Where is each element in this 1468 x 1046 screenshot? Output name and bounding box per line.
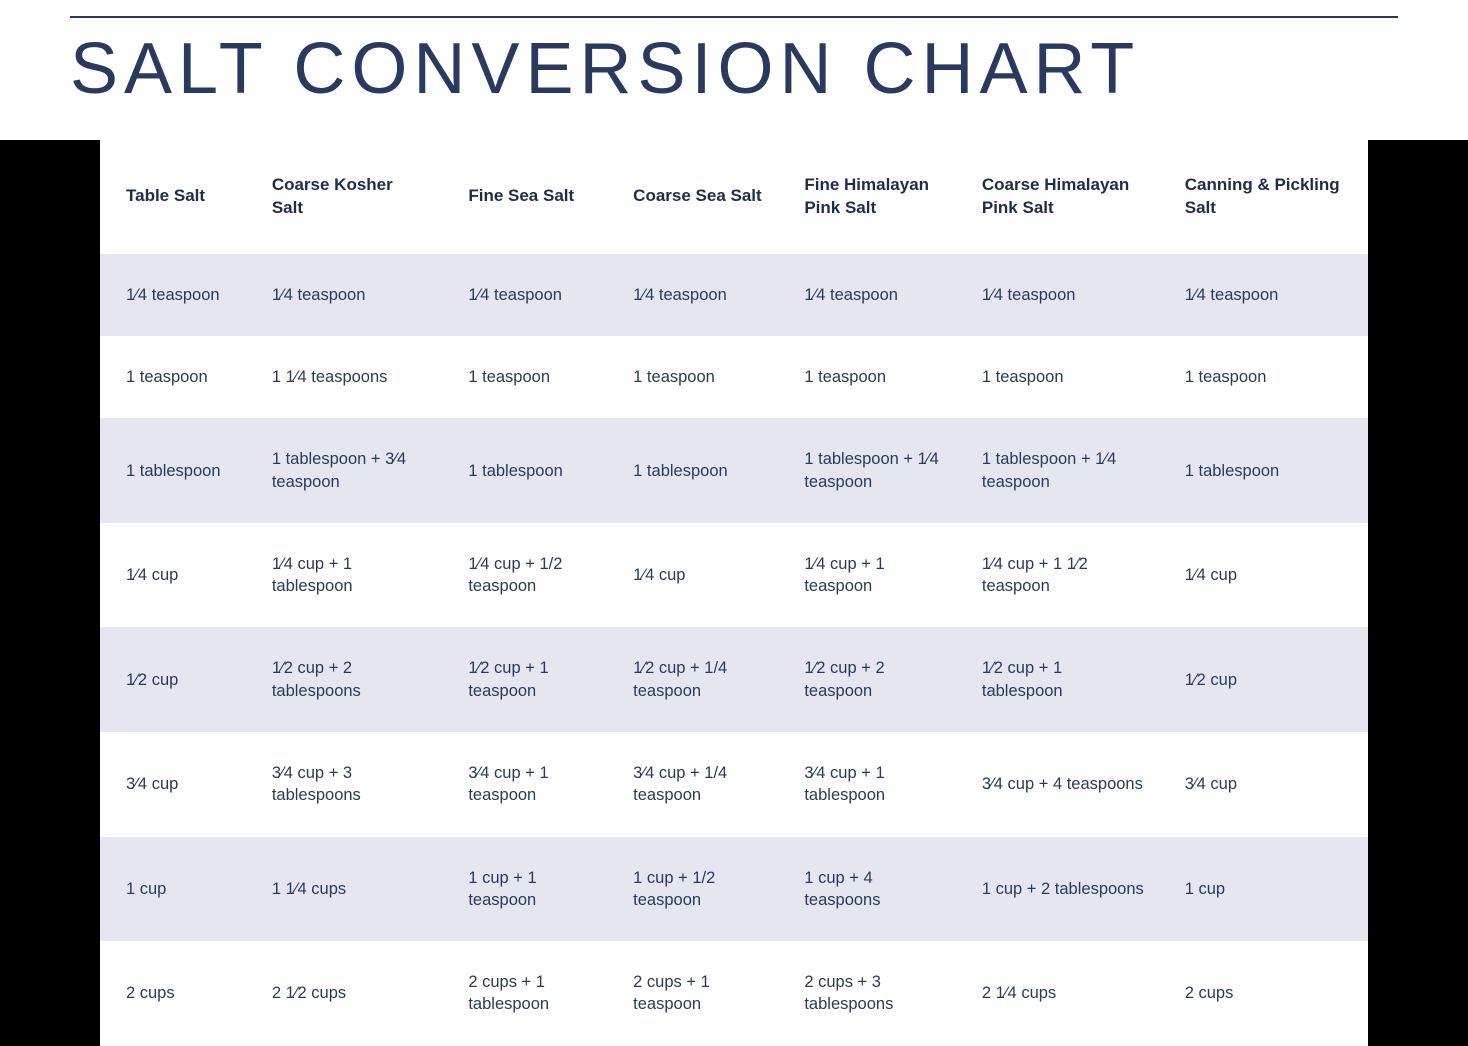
table-cell: 1 cup	[1159, 837, 1368, 942]
table-cell: 1 1⁄4 cups	[246, 837, 443, 942]
table-cell: 2 cups	[100, 941, 246, 1046]
table-cell: 3⁄4 cup + 1 tablespoon	[778, 732, 956, 837]
table-row: 3⁄4 cup3⁄4 cup + 3 tablespoons3⁄4 cup + …	[100, 732, 1368, 837]
table-cell: 1 tablespoon	[442, 418, 607, 523]
table-cell: 2 1⁄4 cups	[956, 941, 1159, 1046]
col-header: Coarse Sea Salt	[607, 140, 778, 254]
table-cell: 1 cup + 1/2 teaspoon	[607, 837, 778, 942]
table-cell: 3⁄4 cup	[1159, 732, 1368, 837]
col-header: Canning & Pickling Salt	[1159, 140, 1368, 254]
table-cell: 1⁄4 cup	[100, 523, 246, 628]
table-cell: 1 teaspoon	[1159, 336, 1368, 418]
table-cell: 1⁄4 teaspoon	[442, 254, 607, 336]
table-cell: 2 cups + 1 teaspoon	[607, 941, 778, 1046]
table-cell: 1⁄4 cup + 1 1⁄2 teaspoon	[956, 523, 1159, 628]
table-cell: 1⁄4 teaspoon	[956, 254, 1159, 336]
table-cell: 1⁄4 teaspoon	[100, 254, 246, 336]
table-cell: 1⁄2 cup + 1 teaspoon	[442, 627, 607, 732]
table-cell: 1 cup + 1 teaspoon	[442, 837, 607, 942]
table-cell: 1 tablespoon + 1⁄4 teaspoon	[956, 418, 1159, 523]
table-cell: 1⁄2 cup + 2 teaspoon	[778, 627, 956, 732]
table-cell: 1 teaspoon	[956, 336, 1159, 418]
table-cell: 1⁄4 teaspoon	[246, 254, 443, 336]
table-cell: 1 teaspoon	[778, 336, 956, 418]
table-head: Table Salt Coarse Kosher Salt Fine Sea S…	[100, 140, 1368, 254]
table-cell: 2 cups	[1159, 941, 1368, 1046]
table-body: 1⁄4 teaspoon1⁄4 teaspoon1⁄4 teaspoon1⁄4 …	[100, 254, 1368, 1046]
table-cell: 1 cup + 2 tablespoons	[956, 837, 1159, 942]
table-cell: 1⁄4 teaspoon	[778, 254, 956, 336]
table-cell: 3⁄4 cup + 1 teaspoon	[442, 732, 607, 837]
table-cell: 2 cups + 1 tablespoon	[442, 941, 607, 1046]
conversion-table: Table Salt Coarse Kosher Salt Fine Sea S…	[100, 140, 1368, 1046]
table-card: Table Salt Coarse Kosher Salt Fine Sea S…	[100, 140, 1368, 1046]
col-header: Table Salt	[100, 140, 246, 254]
table-cell: 3⁄4 cup + 4 teaspoons	[956, 732, 1159, 837]
table-cell: 3⁄4 cup	[100, 732, 246, 837]
table-cell: 1 tablespoon + 1⁄4 teaspoon	[778, 418, 956, 523]
table-cell: 1⁄4 teaspoon	[1159, 254, 1368, 336]
table-cell: 1 teaspoon	[100, 336, 246, 418]
table-cell: 3⁄4 cup + 1/4 teaspoon	[607, 732, 778, 837]
table-cell: 2 1⁄2 cups	[246, 941, 443, 1046]
table-row: 1 teaspoon1 1⁄4 teaspoons1 teaspoon1 tea…	[100, 336, 1368, 418]
table-cell: 1⁄2 cup	[1159, 627, 1368, 732]
table-cell: 1⁄4 cup + 1 tablespoon	[246, 523, 443, 628]
table-row: 1⁄4 teaspoon1⁄4 teaspoon1⁄4 teaspoon1⁄4 …	[100, 254, 1368, 336]
table-header-row: Table Salt Coarse Kosher Salt Fine Sea S…	[100, 140, 1368, 254]
table-row: 1⁄2 cup1⁄2 cup + 2 tablespoons1⁄2 cup + …	[100, 627, 1368, 732]
table-cell: 1 tablespoon	[100, 418, 246, 523]
table-cell: 1 cup + 4 teaspoons	[778, 837, 956, 942]
top-rule-container	[0, 0, 1468, 18]
table-cell: 1⁄4 cup + 1 teaspoon	[778, 523, 956, 628]
table-row: 1 cup1 1⁄4 cups1 cup + 1 teaspoon1 cup +…	[100, 837, 1368, 942]
table-cell: 1⁄4 cup	[607, 523, 778, 628]
table-cell: 1 tablespoon	[1159, 418, 1368, 523]
table-cell: 1⁄4 teaspoon	[607, 254, 778, 336]
col-header: Coarse Himalayan Pink Salt	[956, 140, 1159, 254]
table-cell: 1 tablespoon	[607, 418, 778, 523]
table-band: Table Salt Coarse Kosher Salt Fine Sea S…	[0, 140, 1468, 1046]
table-row: 2 cups2 1⁄2 cups2 cups + 1 tablespoon2 c…	[100, 941, 1368, 1046]
table-cell: 1⁄2 cup	[100, 627, 246, 732]
table-cell: 1⁄4 cup + 1/2 teaspoon	[442, 523, 607, 628]
table-cell: 1⁄2 cup + 1/4 teaspoon	[607, 627, 778, 732]
col-header: Fine Sea Salt	[442, 140, 607, 254]
title-container: SALT CONVERSION CHART	[0, 18, 1468, 140]
col-header: Fine Himalayan Pink Salt	[778, 140, 956, 254]
col-header: Coarse Kosher Salt	[246, 140, 443, 254]
page-title: SALT CONVERSION CHART	[70, 28, 1398, 110]
table-cell: 1⁄2 cup + 1 tablespoon	[956, 627, 1159, 732]
table-row: 1⁄4 cup1⁄4 cup + 1 tablespoon1⁄4 cup + 1…	[100, 523, 1368, 628]
table-cell: 1 teaspoon	[442, 336, 607, 418]
table-cell: 1 1⁄4 teaspoons	[246, 336, 443, 418]
table-cell: 2 cups + 3 tablespoons	[778, 941, 956, 1046]
table-cell: 1 tablespoon + 3⁄4 teaspoon	[246, 418, 443, 523]
table-cell: 1⁄2 cup + 2 tablespoons	[246, 627, 443, 732]
table-cell: 1⁄4 cup	[1159, 523, 1368, 628]
table-row: 1 tablespoon1 tablespoon + 3⁄4 teaspoon1…	[100, 418, 1368, 523]
table-cell: 1 teaspoon	[607, 336, 778, 418]
page-root: SALT CONVERSION CHART Table Salt Coarse …	[0, 0, 1468, 1046]
table-cell: 1 cup	[100, 837, 246, 942]
table-cell: 3⁄4 cup + 3 tablespoons	[246, 732, 443, 837]
